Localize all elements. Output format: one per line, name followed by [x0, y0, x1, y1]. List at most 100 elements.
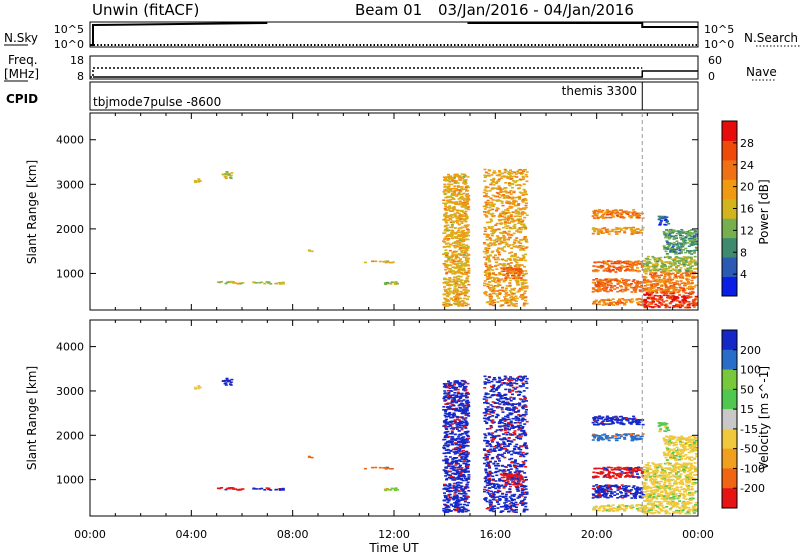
scatter-mark — [447, 398, 451, 400]
scatter-mark — [512, 303, 516, 305]
scatter-mark — [630, 301, 633, 304]
scatter-mark — [459, 218, 463, 220]
scatter-mark — [460, 458, 464, 460]
scatter-mark — [515, 302, 518, 305]
scatter-mark — [664, 247, 667, 249]
scatter-patch-8 — [482, 168, 529, 307]
scatter-mark — [514, 239, 518, 242]
scatter-mark — [456, 486, 460, 489]
scatter-mark — [495, 413, 499, 416]
scatter-mark — [516, 266, 520, 268]
scatter-mark — [663, 223, 667, 226]
scatter-mark — [455, 461, 459, 463]
scatter-mark — [495, 240, 499, 243]
scatter-mark — [597, 229, 600, 231]
scatter-mark — [461, 469, 465, 471]
scatter-mark — [446, 299, 450, 302]
scatter-mark — [487, 273, 491, 275]
scatter-mark — [486, 278, 490, 280]
scatter-mark — [457, 235, 461, 237]
scatter-mark — [660, 262, 664, 265]
scatter-mark — [491, 479, 495, 482]
scatter-mark — [503, 176, 506, 178]
scatter-mark — [263, 489, 267, 491]
scatter-mark — [497, 487, 501, 489]
scatter-mark — [446, 445, 450, 448]
scatter-mark — [511, 450, 515, 452]
scatter-mark — [224, 488, 228, 491]
scatter-mark — [444, 449, 448, 451]
scatter-mark — [488, 221, 492, 223]
scatter-mark — [452, 205, 456, 208]
scatter-mark — [466, 231, 470, 234]
scatter-mark — [490, 201, 494, 204]
scatter-patch-7 — [442, 379, 471, 513]
scatter-mark — [501, 249, 505, 251]
scatter-mark — [450, 225, 454, 227]
scatter-mark — [462, 199, 466, 202]
scatter-mark — [495, 277, 499, 279]
scatter-mark — [448, 424, 452, 426]
scatter-mark — [694, 237, 698, 239]
scatter-mark — [670, 262, 674, 264]
scatter-mark — [492, 485, 496, 488]
scatter-mark — [610, 286, 614, 289]
scatter-mark — [462, 462, 466, 465]
scatter-mark — [510, 460, 514, 463]
scatter-mark — [447, 465, 450, 467]
scatter-mark — [498, 272, 502, 274]
scatter-mark — [453, 245, 457, 247]
scatter-mark — [378, 260, 382, 263]
scatter-mark — [447, 175, 451, 178]
scatter-mark — [692, 259, 696, 261]
scatter-mark — [503, 187, 507, 190]
scatter-mark — [483, 176, 487, 179]
scatter-mark — [442, 459, 446, 462]
scatter-mark — [514, 219, 518, 222]
scatter-mark — [453, 422, 457, 425]
scatter-mark — [631, 268, 635, 271]
scatter-mark — [458, 197, 462, 199]
scatter-mark — [616, 300, 620, 302]
scatter-mark — [654, 257, 658, 260]
scatter-mark — [629, 216, 633, 219]
scatter-mark — [502, 194, 506, 196]
scatter-mark — [455, 209, 459, 212]
scatter-mark — [464, 393, 468, 395]
scatter-mark — [442, 176, 446, 178]
scatter-mark — [495, 474, 499, 477]
scatter-mark — [686, 250, 689, 252]
scatter-mark — [640, 284, 644, 287]
scatter-mark — [465, 252, 469, 255]
scatter-mark — [448, 235, 452, 238]
scatter-mark — [483, 230, 487, 233]
scatter-mark — [642, 276, 646, 278]
scatter-mark — [695, 249, 699, 251]
scatter-mark — [453, 453, 457, 455]
scatter-mark — [621, 211, 624, 214]
scatter-mark — [692, 306, 696, 308]
scatter-mark — [446, 435, 450, 438]
scatter-mark — [671, 232, 675, 234]
scatter-mark — [490, 426, 494, 429]
scatter-mark — [448, 484, 452, 486]
scatter-mark — [524, 485, 528, 488]
scatter-mark — [629, 265, 633, 268]
scatter-mark — [453, 380, 457, 383]
scatter-mark — [618, 262, 622, 265]
scatter-mark — [460, 409, 464, 411]
scatter-mark — [662, 245, 666, 247]
scatter-mark — [443, 281, 447, 284]
scatter-mark — [460, 195, 464, 198]
scatter-mark — [464, 453, 468, 455]
scatter-mark — [514, 417, 518, 419]
scatter-mark — [464, 395, 468, 397]
scatter-mark — [456, 275, 460, 278]
scatter-mark — [485, 422, 489, 425]
scatter-mark — [620, 301, 624, 304]
scatter-mark — [485, 482, 489, 484]
scatter-mark — [657, 274, 661, 277]
freq-line — [93, 70, 698, 78]
scatter-mark — [513, 432, 517, 435]
scatter-mark — [511, 478, 515, 480]
